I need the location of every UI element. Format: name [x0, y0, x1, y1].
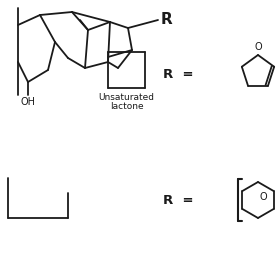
Text: OH: OH — [21, 97, 36, 107]
Text: O: O — [254, 42, 262, 52]
Text: lactone: lactone — [110, 102, 143, 111]
Text: R  =: R = — [163, 193, 193, 207]
Text: Unsaturated: Unsaturated — [98, 93, 155, 102]
Text: R  =: R = — [163, 68, 193, 81]
Text: O: O — [259, 192, 267, 202]
Text: R: R — [161, 11, 173, 26]
